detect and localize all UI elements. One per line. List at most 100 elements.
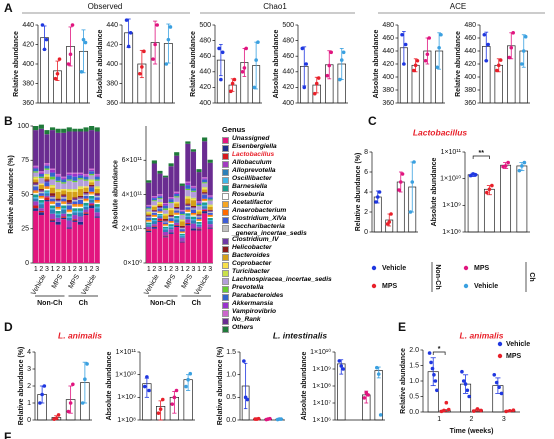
- data-point: [85, 362, 89, 366]
- bar-segment: [179, 219, 185, 221]
- data-point: [80, 401, 85, 405]
- legend-label: Eisenbergiella: [232, 142, 277, 150]
- bar-segment: [202, 179, 208, 183]
- group-title: Observed: [88, 2, 123, 11]
- bar-segment: [55, 201, 61, 203]
- x-tick-label: 1: [164, 266, 168, 273]
- legend-marker: [371, 265, 377, 271]
- bar-segment: [55, 173, 61, 176]
- group-label: Vehicle: [194, 273, 211, 296]
- bar-segment: [38, 198, 44, 200]
- legend-swatch: [222, 262, 229, 270]
- legend-swatch: [222, 224, 229, 232]
- bar-segment: [157, 204, 163, 206]
- legend-label: Lachnospiracea_incertae_sedis: [232, 276, 332, 284]
- bar-segment: [185, 210, 191, 212]
- significance-bracket: [472, 155, 490, 159]
- bar-segment: [179, 209, 185, 211]
- bar-segment: [55, 176, 61, 181]
- bar-segment: [168, 226, 174, 228]
- bar-segment: [196, 224, 202, 227]
- y-tick-label: 440: [106, 22, 118, 29]
- bar-segment: [179, 236, 185, 238]
- data-point: [430, 366, 435, 371]
- legend-item: Oscillibacter: [222, 175, 332, 184]
- bar-segment: [49, 179, 56, 185]
- bar-segment: [174, 152, 180, 156]
- x-tick-label: 1: [34, 266, 38, 273]
- legend-swatch: [222, 254, 229, 262]
- bar-segment: [72, 172, 78, 174]
- bar-segment: [168, 198, 174, 200]
- bar-segment: [33, 168, 39, 172]
- bar-segment: [38, 204, 44, 209]
- bar-segment: [174, 206, 180, 209]
- data-point: [38, 401, 42, 405]
- data-point: [68, 52, 73, 57]
- data-point: [242, 359, 246, 363]
- legend-marker: [463, 265, 469, 271]
- bar-segment: [89, 187, 95, 192]
- bar-segment: [66, 210, 72, 213]
- legend-swatch: [222, 246, 229, 254]
- y-tick-label: 420: [282, 84, 294, 91]
- bar-segment: [89, 204, 95, 206]
- bar-segment: [174, 197, 180, 202]
- y-tick-label: 25: [21, 226, 29, 233]
- data-point: [229, 89, 233, 94]
- legend-label: Allobaculum: [232, 158, 272, 166]
- y-tick-label: 6: [364, 169, 368, 176]
- bar-segment: [179, 225, 185, 228]
- bar-segment: [55, 213, 61, 216]
- bar-segment: [207, 216, 213, 218]
- bar-segment: [38, 191, 44, 194]
- bar-segment: [202, 209, 208, 212]
- bar-segment: [38, 195, 44, 198]
- bar-segment: [151, 214, 157, 216]
- bar-segment: [49, 202, 56, 205]
- bar: [500, 164, 512, 233]
- bar-segment: [202, 188, 208, 190]
- bar-segment: [77, 189, 84, 196]
- genus-legend: Genus Unassigned Eisenbergiella Lactobacill…: [222, 126, 332, 334]
- bar-segment: [77, 172, 84, 174]
- bar-segment: [72, 191, 78, 198]
- bar-segment: [179, 183, 185, 186]
- y-tick-label: 2: [364, 209, 368, 216]
- x-axis-label: Time (weeks): [450, 428, 494, 435]
- y-tick-label: 360: [106, 100, 118, 107]
- bar-segment: [157, 198, 163, 200]
- bar-segment: [44, 199, 50, 202]
- bar-segment: [151, 205, 157, 207]
- bar-segment: [202, 213, 208, 263]
- bar-segment: [185, 213, 191, 216]
- data-point: [467, 394, 471, 399]
- legend-label: Vehicle: [382, 265, 406, 272]
- y-tick-label: 1×10⁸: [312, 383, 331, 390]
- bar-segment: [196, 216, 202, 218]
- bar-segment: [207, 195, 213, 197]
- bar-segment: [33, 191, 39, 194]
- bar-segment: [202, 192, 208, 194]
- y-axis-label: Absolute abundance: [112, 160, 119, 229]
- data-point: [496, 63, 501, 68]
- bar-segment: [83, 213, 89, 216]
- legend-label: MPS: [382, 283, 398, 290]
- bar-segment: [168, 166, 174, 198]
- bar-segment: [179, 231, 185, 233]
- bar-segment: [72, 212, 78, 216]
- bar-segment: [157, 216, 163, 218]
- y-axis-label: Absolute abundance: [431, 157, 438, 226]
- bar-segment: [168, 218, 174, 222]
- bar-segment: [66, 131, 72, 173]
- data-point: [254, 58, 258, 62]
- bar-segment: [202, 141, 208, 178]
- data-point: [461, 379, 466, 383]
- bar-segment: [33, 184, 39, 187]
- bar-segment: [185, 211, 191, 214]
- bar-segment: [179, 241, 185, 243]
- y-tick-label: 1×10⁹: [117, 394, 136, 401]
- bar-segment: [174, 208, 180, 210]
- legend-swatch: [222, 302, 229, 310]
- bar-segment: [157, 196, 163, 199]
